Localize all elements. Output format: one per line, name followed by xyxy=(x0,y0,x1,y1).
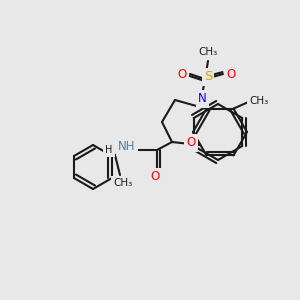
Text: CH₃: CH₃ xyxy=(198,47,218,57)
Text: O: O xyxy=(150,170,160,184)
Text: N: N xyxy=(198,92,206,106)
Text: NH: NH xyxy=(118,140,136,154)
Text: O: O xyxy=(186,136,196,149)
Text: CH₃: CH₃ xyxy=(249,96,268,106)
Text: H: H xyxy=(105,145,113,155)
Text: O: O xyxy=(226,68,236,80)
Text: CH₃: CH₃ xyxy=(113,178,133,188)
Text: S: S xyxy=(204,70,212,83)
Text: O: O xyxy=(177,68,187,80)
